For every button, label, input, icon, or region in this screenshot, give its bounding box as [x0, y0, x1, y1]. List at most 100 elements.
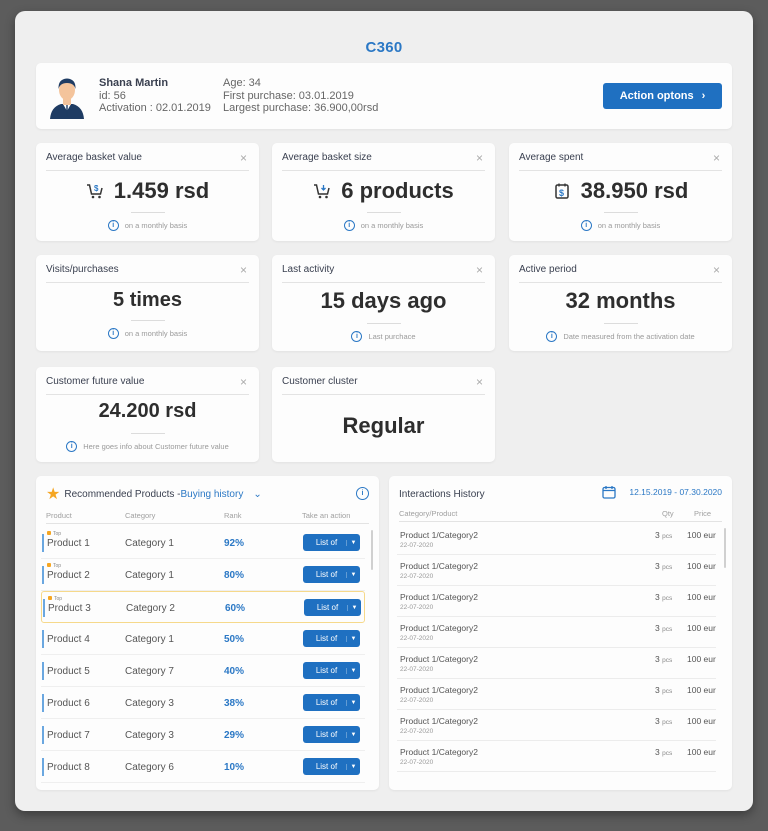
metric-card-active-period: Active period × 32 months i Date measured …: [509, 255, 732, 351]
date-range-picker[interactable]: 12.15.2019 - 07.30.2020: [629, 487, 722, 497]
history-row[interactable]: Product 1/Category2 22-07-2020 3 pcs 100 eu…: [397, 617, 716, 648]
history-item: Product 1/Category2: [400, 685, 478, 695]
chevron-down-icon[interactable]: ▼: [346, 635, 360, 642]
history-row[interactable]: Product 1/Category2 22-07-2020 3 pcs 100 eu…: [397, 648, 716, 679]
chevron-down-icon[interactable]: ▼: [346, 699, 360, 706]
metric-note: on a monthly basis: [360, 221, 424, 230]
metric-note: Here goes info about Customer future val…: [83, 442, 229, 451]
table-row[interactable]: Product 4 Category 1 50% List of ▼: [41, 623, 365, 655]
column-category-product: Category/Product: [399, 509, 458, 518]
close-icon[interactable]: ×: [712, 151, 720, 165]
list-of-button[interactable]: List of ▼: [303, 662, 360, 679]
history-date: 22-07-2020: [400, 728, 434, 735]
metric-title: Average basket value: [46, 152, 142, 163]
filter-dropdown[interactable]: Buying history: [180, 488, 244, 500]
recommended-products-panel: ★ Recommended Products - Buying history …: [36, 476, 379, 790]
chevron-down-icon[interactable]: ▼: [346, 539, 360, 546]
product-rank: 60%: [225, 603, 246, 614]
close-icon[interactable]: ×: [475, 263, 483, 277]
product-category: Category 1: [125, 634, 174, 645]
chevron-down-icon[interactable]: ▼: [346, 667, 360, 674]
close-icon[interactable]: ×: [712, 263, 720, 277]
chevron-down-icon[interactable]: ▼: [347, 604, 361, 611]
list-of-button[interactable]: List of ▼: [303, 726, 360, 743]
list-of-button[interactable]: List of ▼: [303, 758, 360, 775]
cart-dollar-icon: $: [86, 184, 103, 199]
list-of-button[interactable]: List of ▼: [303, 630, 360, 647]
history-item: Product 1/Category2: [400, 592, 478, 602]
close-icon[interactable]: ×: [239, 263, 247, 277]
close-icon[interactable]: ×: [475, 151, 483, 165]
close-icon[interactable]: ×: [475, 375, 483, 389]
product-category: Category 6: [125, 762, 174, 773]
largest-purchase: Largest purchase: 36.900,00rsd: [223, 102, 379, 114]
app-title: C360: [365, 39, 403, 56]
history-item: Product 1/Category2: [400, 530, 478, 540]
info-icon[interactable]: i: [356, 487, 369, 500]
info-icon[interactable]: i: [66, 441, 78, 452]
scrollbar[interactable]: [724, 528, 726, 568]
history-qty: 3 pcs: [655, 685, 673, 695]
divider: [603, 323, 638, 324]
chevron-down-icon[interactable]: ▼: [346, 571, 360, 578]
info-icon[interactable]: i: [351, 331, 363, 342]
info-icon[interactable]: i: [107, 328, 119, 339]
list-of-button[interactable]: List of ▼: [303, 534, 360, 551]
metric-value: 38.950 rsd: [580, 178, 689, 203]
table-row[interactable]: Top Product 2 Category 1 80% List of ▼: [41, 559, 365, 591]
profile-stats: Age: 34 First purchase: 03.01.2019 Large…: [223, 77, 378, 115]
info-icon[interactable]: i: [580, 220, 592, 231]
info-icon[interactable]: i: [343, 220, 355, 231]
list-of-button[interactable]: List of ▼: [304, 599, 361, 616]
history-qty: 3 pcs: [655, 592, 673, 602]
product-name: Product 6: [47, 698, 90, 709]
history-date: 22-07-2020: [400, 759, 434, 766]
metric-title: Visits/purchases: [46, 264, 119, 275]
product-rank: 38%: [224, 698, 245, 709]
close-icon[interactable]: ×: [239, 375, 247, 389]
table-row[interactable]: Product 5 Category 7 40% List of ▼: [41, 655, 365, 687]
product-name: Product 8: [47, 762, 90, 773]
list-of-button[interactable]: List of ▼: [303, 566, 360, 583]
chevron-down-icon[interactable]: ⌄: [253, 488, 262, 500]
app-window: C360 Shana Martin id: 56 Activation : 02…: [15, 11, 753, 811]
history-price: 100 eur: [687, 747, 716, 757]
table-row[interactable]: Product 7 Category 3 29% List of ▼: [41, 719, 365, 751]
svg-text:$: $: [559, 188, 564, 198]
chevron-down-icon[interactable]: ▼: [346, 763, 360, 770]
history-price: 100 eur: [687, 592, 716, 602]
chevron-down-icon[interactable]: ▼: [346, 731, 360, 738]
history-row[interactable]: Product 1/Category2 22-07-2020 3 pcs 100 eu…: [397, 741, 716, 772]
metric-card-average-spent: Average spent × $ 38.950 rsd i on a monthl…: [509, 143, 732, 241]
customer-age: Age: 34: [223, 77, 261, 89]
table-row[interactable]: Product 6 Category 3 38% List of ▼: [41, 687, 365, 719]
metric-card-customer-future-value: Customer future value × 24.200 rsd i Here …: [36, 367, 259, 462]
product-rank: 40%: [224, 666, 245, 677]
product-category: Category 3: [125, 730, 174, 741]
action-options-button[interactable]: Action optons ›: [603, 83, 722, 109]
table-row[interactable]: Product 8 Category 6 10% List of ▼: [41, 751, 365, 783]
history-row[interactable]: Product 1/Category2 22-07-2020 3 pcs 100 eu…: [397, 710, 716, 741]
star-icon: ★: [46, 486, 61, 503]
history-date: 22-07-2020: [400, 635, 434, 642]
history-row[interactable]: Product 1/Category2 22-07-2020 3 pcs 100 eu…: [397, 524, 716, 555]
metric-title: Last activity: [282, 264, 335, 275]
info-icon[interactable]: i: [546, 331, 558, 342]
history-row[interactable]: Product 1/Category2 22-07-2020 3 pcs 100 eu…: [397, 555, 716, 586]
table-row[interactable]: Top Product 1 Category 1 92% List of ▼: [41, 527, 365, 559]
metric-value: 24.200 rsd: [98, 400, 197, 422]
table-row-highlighted[interactable]: Top Product 3 Category 2 60% List of ▼: [41, 591, 365, 623]
metric-value: 5 times: [113, 289, 182, 311]
history-row[interactable]: Product 1/Category2 22-07-2020 3 pcs 100 eu…: [397, 679, 716, 710]
close-icon[interactable]: ×: [239, 151, 247, 165]
calendar-icon[interactable]: [602, 485, 616, 499]
history-date: 22-07-2020: [400, 604, 434, 611]
scrollbar[interactable]: [371, 530, 373, 570]
action-options-label: Action optons: [619, 90, 694, 102]
info-icon[interactable]: i: [107, 220, 119, 231]
history-row[interactable]: Product 1/Category2 22-07-2020 3 pcs 100 eu…: [397, 586, 716, 617]
history-price: 100 eur: [687, 623, 716, 633]
divider: [366, 212, 401, 213]
list-of-button[interactable]: List of ▼: [303, 694, 360, 711]
history-qty: 3 pcs: [655, 747, 673, 757]
